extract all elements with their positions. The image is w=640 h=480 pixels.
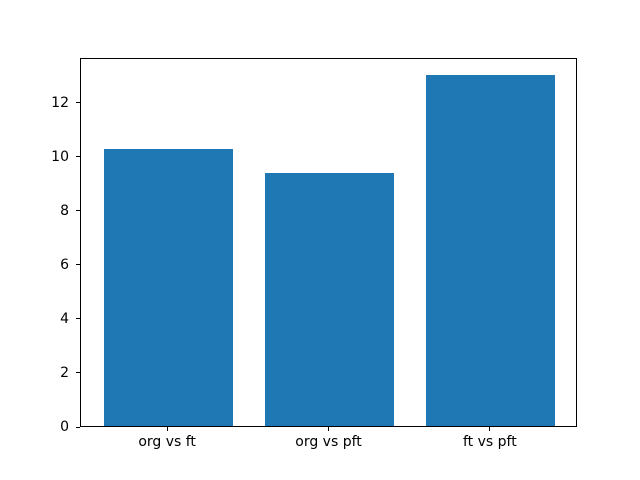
y-tick-mark bbox=[76, 264, 80, 266]
plot-area bbox=[80, 58, 577, 427]
y-tick-mark bbox=[76, 210, 80, 212]
bar-ft-vs-pft bbox=[426, 74, 556, 426]
x-tick-mark bbox=[489, 427, 491, 431]
y-tick-label: 8 bbox=[60, 202, 69, 219]
bar-org-vs-pft bbox=[264, 173, 395, 426]
y-tick-mark bbox=[76, 318, 80, 320]
y-tick-mark bbox=[76, 372, 80, 374]
bar-org-vs-ft bbox=[103, 148, 233, 426]
y-tick-label: 0 bbox=[60, 419, 69, 435]
y-tick-label: 10 bbox=[51, 148, 69, 165]
x-tick-mark bbox=[328, 427, 329, 431]
y-tick-label: 12 bbox=[51, 94, 69, 111]
y-tick-mark bbox=[76, 156, 80, 158]
x-tick-label: org vs pft bbox=[295, 434, 362, 450]
y-tick-mark bbox=[76, 102, 80, 104]
x-tick-mark bbox=[166, 427, 168, 431]
x-tick-label: ft vs pft bbox=[463, 434, 517, 450]
y-tick-label: 2 bbox=[60, 364, 69, 381]
y-tick-mark bbox=[76, 426, 80, 428]
y-tick-label: 4 bbox=[60, 310, 69, 327]
x-tick-label: org vs ft bbox=[138, 434, 196, 450]
y-tick-label: 6 bbox=[60, 256, 69, 273]
